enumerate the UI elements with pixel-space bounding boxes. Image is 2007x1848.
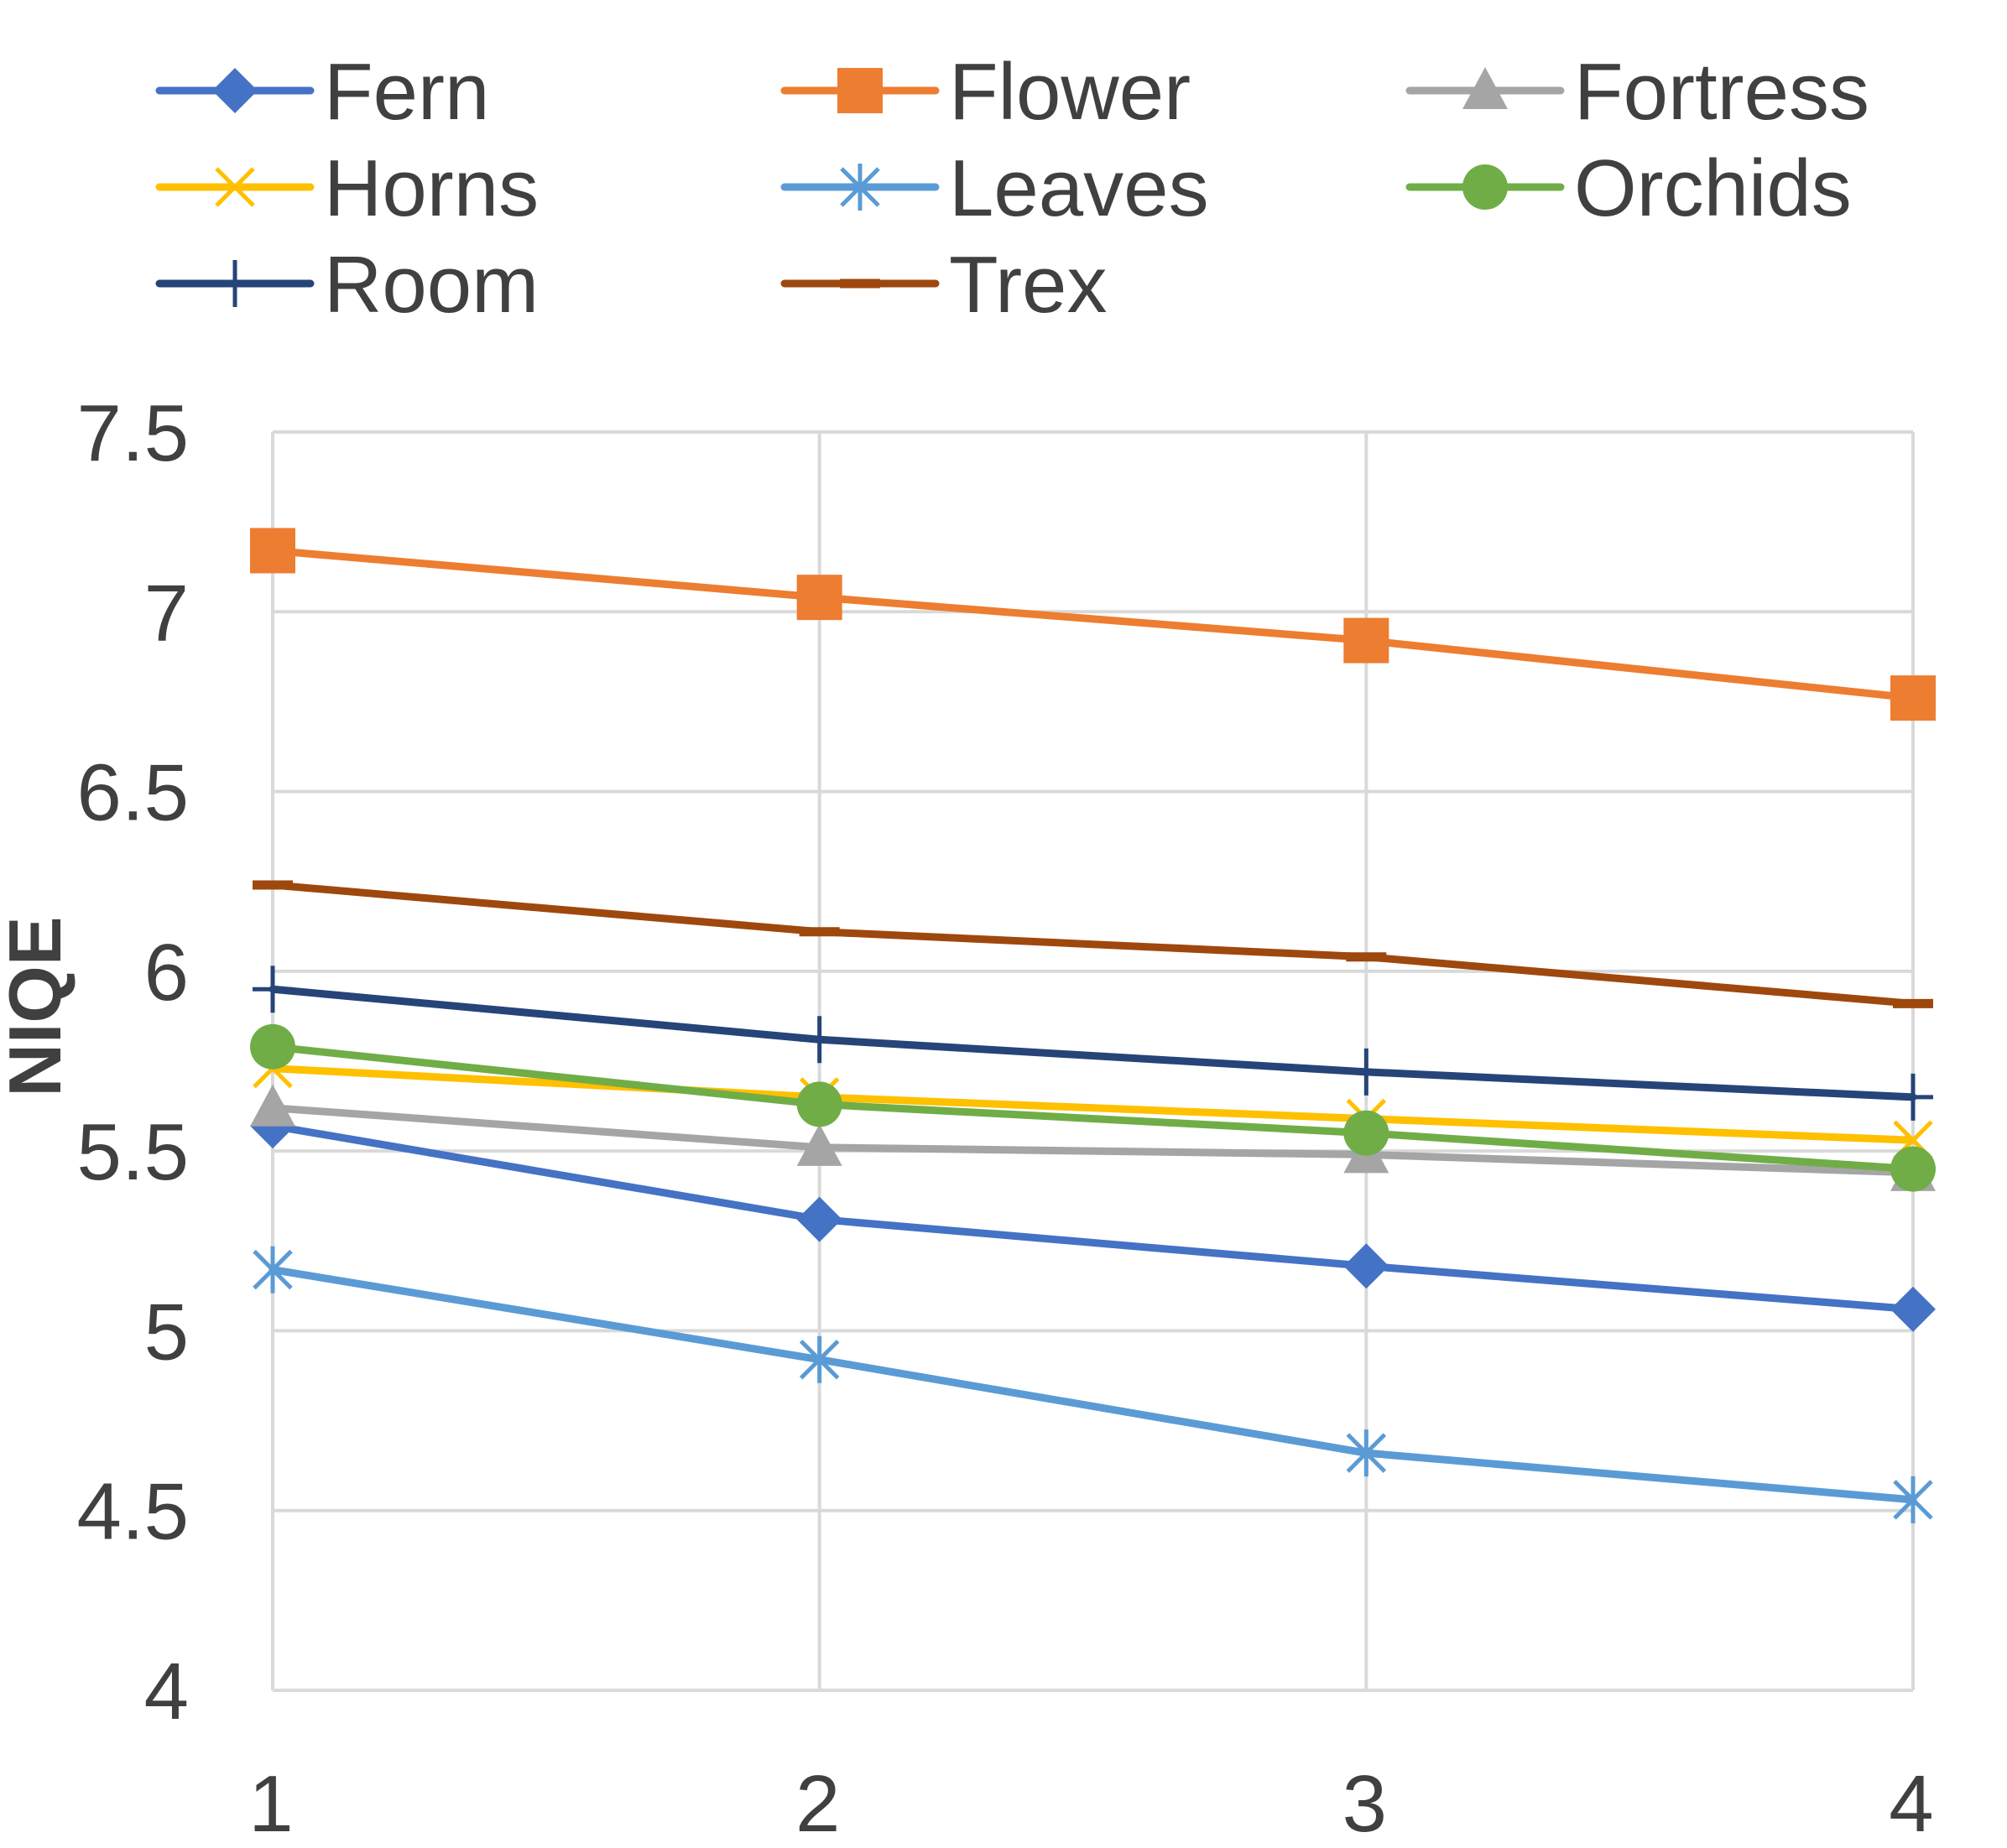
legend-marker-fern: [212, 68, 258, 113]
legend-label-orchids: Orchids: [1574, 143, 1852, 233]
y-axis-tick-labels: 4 4.5 5 5.5 6 6.5 7 7.5: [77, 388, 189, 1736]
series-line-fern: [268, 1122, 1917, 1314]
data-point-orchids: [250, 1023, 295, 1070]
data-point-orchids: [796, 1081, 842, 1127]
legend-marker-leaves: [840, 164, 880, 211]
legend-marker-horns: [215, 167, 255, 207]
x-tick-label: 4: [1889, 1759, 1933, 1848]
data-point-leaves: [1346, 1429, 1387, 1477]
data-point-flower: [250, 528, 295, 574]
legend-label-horns: Horns: [324, 143, 539, 233]
legend-item-horns: Horns: [155, 143, 539, 233]
series-line-trex: [268, 881, 1917, 1007]
legend-marker-fortress: [1462, 67, 1508, 109]
data-point-room: [1893, 1073, 1933, 1121]
data-point-fortress: [796, 1123, 842, 1166]
data-point-flower: [796, 575, 842, 621]
legend-item-fern: Fern: [155, 47, 489, 137]
data-point-flower: [1890, 675, 1936, 721]
data-point-room: [799, 1016, 840, 1064]
legend-item-fortress: Fortress: [1405, 47, 1869, 137]
series-markers: [250, 528, 1936, 1523]
legend-marker-orchids: [1462, 164, 1508, 210]
data-point-leaves: [799, 1335, 840, 1383]
series-line-horns: [268, 1065, 1917, 1144]
x-tick-label: 3: [1342, 1759, 1387, 1848]
y-tick-label: 4.5: [77, 1467, 189, 1557]
y-tick-label: 7.5: [77, 388, 189, 478]
legend-item-trex: Trex: [780, 240, 1107, 330]
y-tick-label: 5: [144, 1287, 189, 1377]
y-tick-label: 4: [144, 1647, 189, 1736]
data-point-room: [253, 966, 293, 1013]
x-tick-label: 1: [248, 1759, 293, 1848]
data-point-leaves: [253, 1246, 293, 1294]
legend-marker-flower: [837, 68, 883, 113]
series-line-orchids: [268, 1043, 1917, 1174]
data-point-room: [1346, 1048, 1387, 1096]
legend-item-room: Room: [155, 240, 539, 330]
legend-label-fortress: Fortress: [1574, 47, 1869, 137]
legend-item-leaves: Leaves: [780, 143, 1209, 233]
y-tick-label: 6: [144, 928, 189, 1018]
series-line-room: [268, 985, 1917, 1101]
x-tick-label: 2: [795, 1759, 840, 1848]
y-axis-title: NIQE: [0, 916, 76, 1096]
legend-item-orchids: Orchids: [1405, 143, 1852, 233]
series-lines: [268, 546, 1917, 1504]
data-point-fern: [796, 1196, 842, 1242]
legend-item-flower: Flower: [780, 47, 1191, 137]
data-point-fern: [1890, 1286, 1936, 1332]
legend-label-trex: Trex: [949, 240, 1107, 330]
legend-label-flower: Flower: [949, 47, 1191, 137]
series-line-leaves: [268, 1266, 1917, 1504]
data-point-flower: [1343, 617, 1389, 664]
y-tick-label: 6.5: [77, 748, 189, 838]
series-line-fortress: [268, 1104, 1917, 1177]
data-point-fortress: [250, 1084, 295, 1127]
series-line-flower: [268, 546, 1917, 702]
legend-label-room: Room: [324, 240, 539, 330]
x-axis-tick-labels: 1 2 3 4: [248, 1759, 1933, 1848]
legend-marker-room: [215, 260, 255, 307]
data-point-fern: [1343, 1243, 1389, 1289]
data-point-leaves: [1893, 1476, 1933, 1523]
legend-label-fern: Fern: [324, 47, 489, 137]
legend: Fern Flower Fortress Horns Leaves Orchids Room…: [155, 47, 1869, 330]
legend-label-leaves: Leaves: [949, 143, 1209, 233]
y-tick-label: 5.5: [77, 1107, 189, 1197]
data-point-orchids: [1890, 1146, 1936, 1192]
y-tick-label: 7: [144, 568, 189, 658]
data-point-orchids: [1343, 1110, 1389, 1156]
